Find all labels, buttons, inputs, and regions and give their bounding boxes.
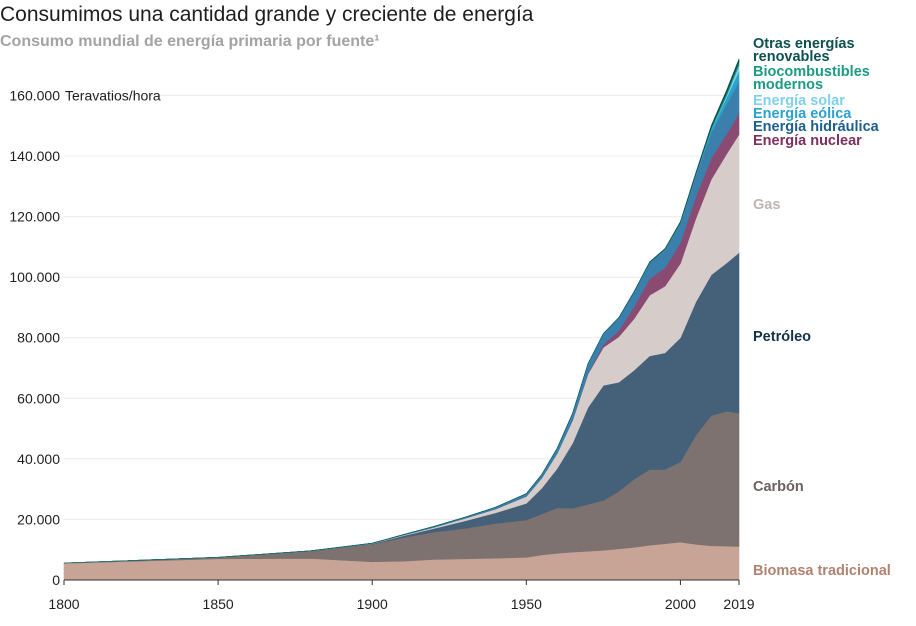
legend-item: Biomasa tradicional bbox=[753, 563, 891, 579]
x-tick-label: 1900 bbox=[357, 596, 388, 612]
x-tick-label: 2019 bbox=[723, 596, 754, 612]
x-tick-label: 1950 bbox=[511, 596, 542, 612]
y-tick-label: 60.000 bbox=[17, 390, 60, 406]
y-tick-label: 80.000 bbox=[17, 330, 60, 346]
y-tick-label: 0 bbox=[52, 572, 60, 588]
area-series bbox=[63, 58, 740, 581]
legend-item: Biocombustibles modernos bbox=[753, 64, 870, 93]
y-tick-label: 20.000 bbox=[17, 511, 60, 527]
x-tick-label: 1800 bbox=[48, 596, 79, 612]
legend-item: Gas bbox=[753, 197, 780, 213]
x-tick-label: 1850 bbox=[203, 596, 234, 612]
y-unit-label: Teravatios/hora bbox=[65, 87, 161, 103]
chart-title: Consumimos una cantidad grande y crecien… bbox=[0, 3, 534, 26]
chart-subtitle: Consumo mundial de energía primaria por … bbox=[0, 33, 380, 50]
y-tick-label: 120.000 bbox=[9, 209, 60, 225]
y-tick-label: 40.000 bbox=[17, 451, 60, 467]
x-tick-label: 2000 bbox=[665, 596, 696, 612]
legend-item: Energía solar bbox=[753, 93, 845, 109]
legend-item: Energía hidráulica bbox=[753, 119, 880, 135]
legend-item: Otras energías renovables bbox=[753, 36, 855, 65]
legend-item: Petróleo bbox=[753, 329, 811, 345]
legend-item: Carbón bbox=[753, 479, 804, 495]
y-tick-labels: 0 20.000 40.000 60.000 80.000 100.000 120.000 1… bbox=[9, 87, 60, 588]
y-tick-label: 100.000 bbox=[9, 269, 60, 285]
legend-item: Energía nuclear bbox=[753, 133, 862, 149]
area-otras-energias-renovables bbox=[63, 58, 740, 564]
x-tick-labels: 1800 1850 1900 1950 2000 2019 bbox=[48, 580, 755, 612]
legend-item: Energía eólica bbox=[753, 106, 852, 122]
y-tick-label: 140.000 bbox=[9, 148, 60, 164]
y-tick-label: 160.000 bbox=[9, 87, 60, 103]
